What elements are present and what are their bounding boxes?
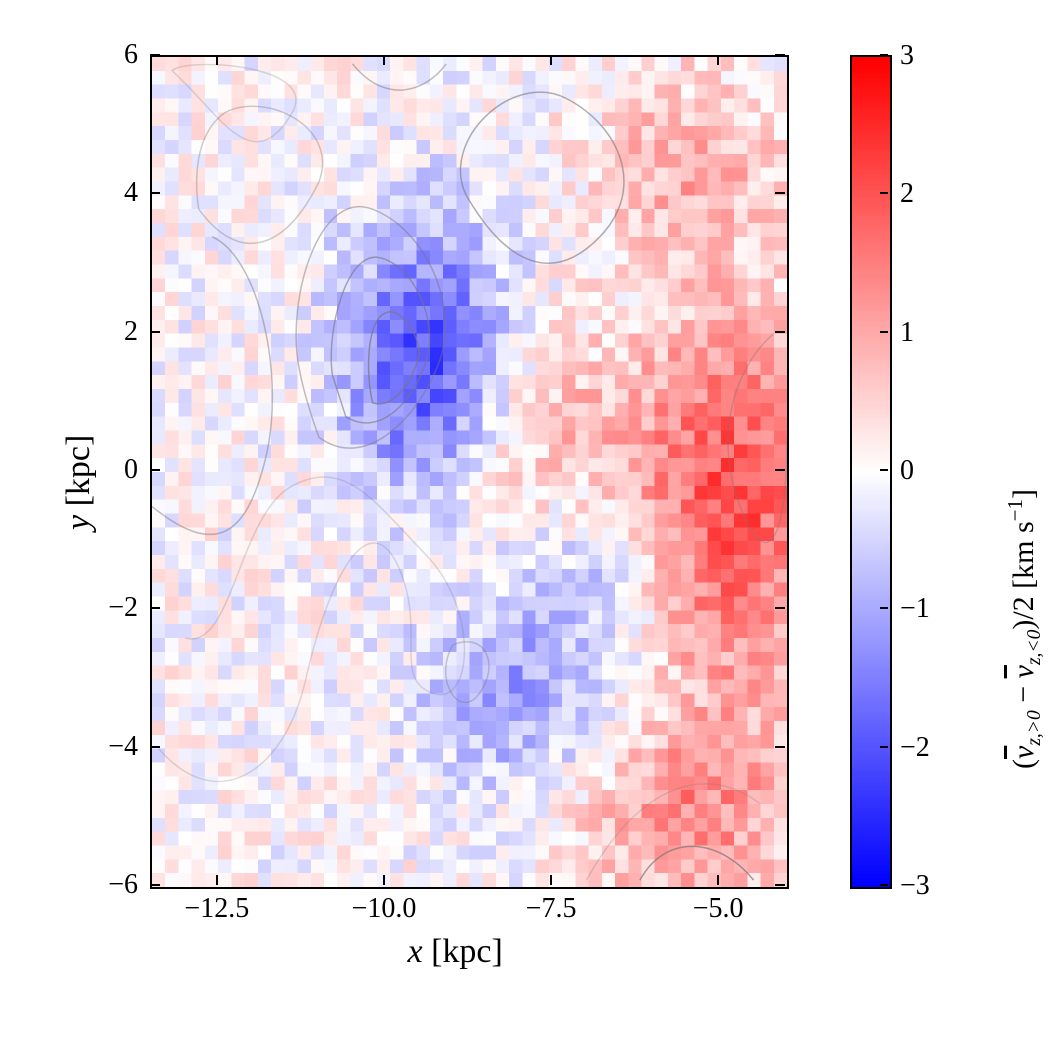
tick-mark — [150, 469, 160, 471]
tick-mark — [775, 884, 785, 886]
tick-mark — [150, 192, 160, 194]
colorbar-label: (vz,>0 − vz,<0)/2 [km s−1] — [1003, 489, 1046, 769]
tick-mark — [216, 55, 218, 65]
tick-label: −10.0 — [352, 893, 417, 925]
tick-mark — [880, 54, 888, 56]
tick-label: 4 — [124, 177, 138, 209]
tick-label: 0 — [900, 455, 914, 487]
tick-mark — [150, 607, 160, 609]
tick-mark — [383, 875, 385, 885]
tick-mark — [775, 607, 785, 609]
x-var: x — [408, 933, 423, 970]
tick-label: −3 — [900, 870, 930, 902]
tick-label: −5.0 — [693, 893, 744, 925]
tick-mark — [775, 746, 785, 748]
tick-label: 3 — [900, 40, 914, 72]
colorbar-gradient — [852, 57, 890, 887]
tick-label: 1 — [900, 317, 914, 349]
x-axis-label: x [kpc] — [408, 933, 503, 971]
colorbar — [850, 55, 892, 889]
tick-label: −1 — [900, 593, 930, 625]
tick-label: −2 — [108, 592, 138, 624]
tick-mark — [880, 607, 888, 609]
tick-mark — [150, 884, 160, 886]
tick-mark — [880, 884, 888, 886]
tick-mark — [775, 192, 785, 194]
tick-label: −12.5 — [184, 893, 249, 925]
tick-mark — [880, 192, 888, 194]
heatmap — [152, 57, 787, 887]
tick-label: 0 — [124, 454, 138, 486]
tick-label: −2 — [900, 732, 930, 764]
tick-mark — [775, 331, 785, 333]
tick-mark — [550, 55, 552, 65]
tick-label: −6 — [108, 869, 138, 901]
figure: x [kpc] y [kpc] (vz,>0 − vz,<0)/2 [km s−… — [0, 0, 1050, 1050]
tick-label: −4 — [108, 731, 138, 763]
tick-label: 6 — [124, 39, 138, 71]
tick-mark — [775, 469, 785, 471]
tick-mark — [150, 746, 160, 748]
y-axis-label: y [kpc] — [60, 435, 98, 530]
tick-mark — [216, 875, 218, 885]
plot-area — [150, 55, 789, 889]
tick-mark — [150, 331, 160, 333]
tick-mark — [717, 875, 719, 885]
tick-mark — [717, 55, 719, 65]
y-var: y — [60, 515, 97, 530]
tick-label: 2 — [900, 178, 914, 210]
tick-mark — [550, 875, 552, 885]
tick-mark — [880, 331, 888, 333]
tick-mark — [880, 469, 888, 471]
tick-label: 2 — [124, 316, 138, 348]
tick-label: −7.5 — [526, 893, 577, 925]
tick-mark — [775, 54, 785, 56]
tick-mark — [150, 54, 160, 56]
tick-mark — [383, 55, 385, 65]
tick-mark — [880, 746, 888, 748]
